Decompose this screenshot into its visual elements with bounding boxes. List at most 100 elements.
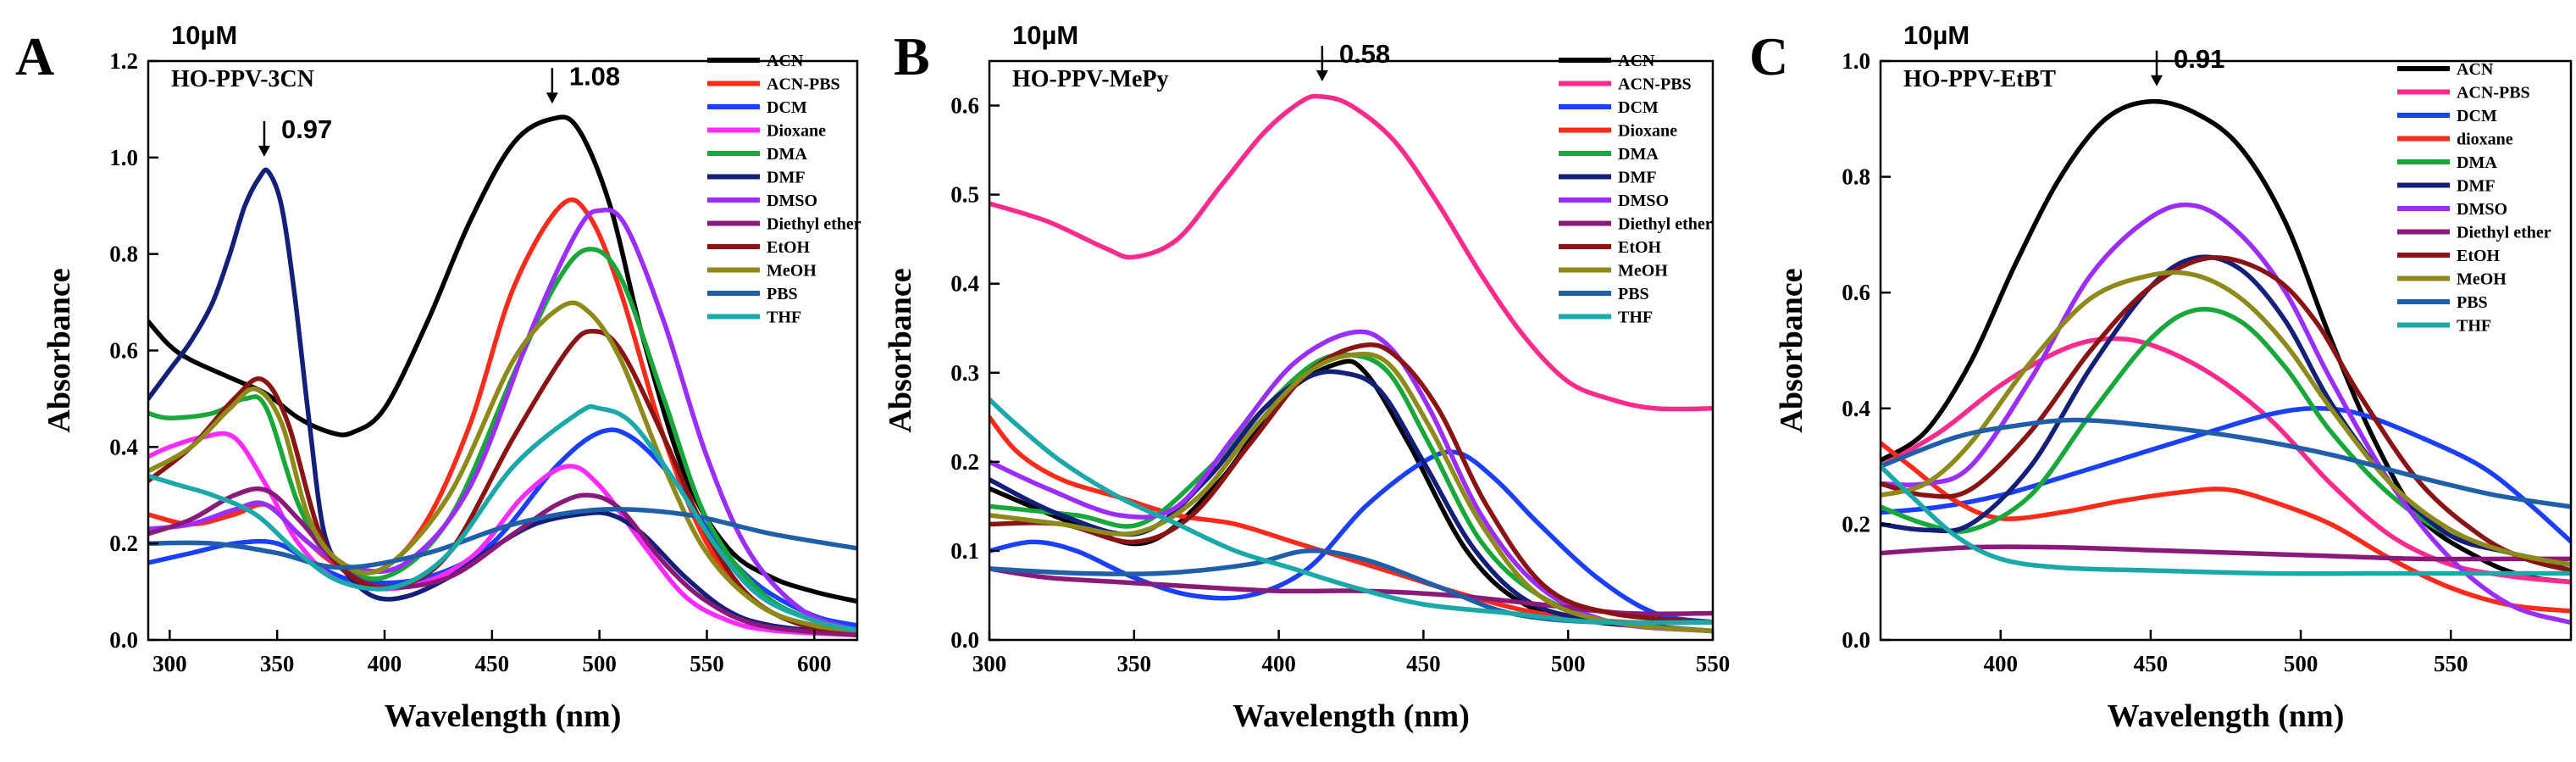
panel-b-series-line-etoh (989, 342, 1713, 625)
panel-b-legend-item: Dioxane (1559, 122, 1677, 141)
panel-a-legend-item: DMSO (707, 192, 817, 210)
panel-a-legend-item: MeOH (707, 262, 817, 281)
panel-c-x-tick-label: 550 (2434, 651, 2468, 676)
panel-a-peak-value-label: 0.97 (281, 114, 332, 144)
panel-b-legend-item: DMF (1559, 169, 1657, 187)
panel-b-x-tick-label: 550 (1696, 651, 1731, 676)
panel-a-y-axis-title: Absorbance (42, 268, 77, 432)
panel-a-y-tick-label: 0.4 (109, 434, 138, 459)
panel-c-legend-label: ACN-PBS (2457, 84, 2530, 103)
panel-c-legend-item: MeOH (2397, 270, 2507, 289)
panel-b-legend-label: MeOH (1618, 262, 1668, 281)
panel-b-series-group (989, 93, 1713, 634)
panel-b-y-tick-label: 0.6 (950, 93, 979, 119)
panel-c-peak-arrow-head (2151, 75, 2163, 86)
panel-c-series-line-pbs (1881, 417, 2571, 509)
panel-c-legend-item: Diethyl ether (2397, 224, 2551, 242)
panel-c-legend-label: dioxane (2457, 131, 2513, 149)
panel-a-x-tick-label: 600 (797, 651, 832, 676)
panel-a-legend-item: Dioxane (707, 122, 826, 141)
panel-a-series-line-thf (148, 403, 857, 633)
panel-a-y-tick-label: 0.2 (109, 531, 138, 556)
panel-a-legend-label: DMSO (767, 192, 817, 210)
panel-b-y-axis-title: Absorbance (883, 268, 918, 432)
panel-a-y-tick-label: 1.2 (109, 48, 138, 74)
panel-b-y-tick-label: 0.3 (950, 360, 979, 386)
panel-c-legend-label: DMSO (2457, 200, 2507, 219)
panel-b-legend-item: DMA (1559, 145, 1659, 164)
panel-c-legend-label: MeOH (2457, 270, 2507, 289)
panel-b-y-tick-label: 0.4 (950, 271, 979, 297)
panel-a-concentration-label: 10µM (171, 20, 237, 50)
panel-b-x-tick-label: 500 (1551, 651, 1586, 676)
panel-c-series-line-dmso (1881, 202, 2571, 626)
panel-c-series-line-acn (1881, 98, 2571, 585)
panel-c-series-line-diethyl-ether (1881, 544, 2571, 562)
panel-a-legend-label: ACN-PBS (767, 75, 840, 94)
panel-a-series-line-diethyl-ether (148, 486, 857, 638)
panel-b-legend-item: MeOH (1559, 262, 1668, 281)
panel-b-x-tick-label: 450 (1406, 651, 1441, 676)
panel-b-legend-item: Diethyl ether (1559, 215, 1713, 234)
panel-c-series-line-acn-pbs (1881, 336, 2571, 585)
panel-a-legend: ACN ACN-PBS DCM Dioxane DMA DMF DMSO Diethyl et… (707, 52, 861, 327)
panel-c-legend-label: DMF (2457, 177, 2496, 196)
panel-c-compound-label: HO-PPV-EtBT (1903, 66, 2056, 92)
panel-a-peak-arrow-head (546, 92, 558, 104)
panel-b-series-line-dioxane (989, 414, 1713, 626)
panel-b-compound-label: HO-PPV-MePy (1012, 66, 1169, 92)
panel-a-legend-item: DMA (707, 145, 807, 164)
panel-b-legend-label: THF (1618, 309, 1653, 327)
panel-a-peak-arrow-head (258, 145, 270, 157)
panel-c-letter: C (1749, 26, 1788, 86)
panel-c-legend-item: DMSO (2397, 200, 2507, 219)
panel-c-series-line-dioxane (1881, 441, 2571, 614)
panel-c-legend-item: DCM (2397, 107, 2497, 125)
panel-c-series-line-etoh (1881, 255, 2571, 573)
panel-b-legend-item: ACN-PBS (1559, 75, 1692, 94)
panel-b-x-tick-label: 300 (972, 651, 1007, 676)
panel-c-legend-label: PBS (2457, 293, 2488, 312)
panel-b-y-tick-label: 0.5 (950, 182, 979, 208)
panel-a-y-tick-label: 1.0 (109, 145, 138, 170)
panel-b-legend-label: Dioxane (1618, 122, 1677, 141)
panel-b-legend-item: DMSO (1559, 192, 1669, 210)
panel-a-legend-item: ACN-PBS (707, 75, 840, 94)
panel-a-y-tick-label: 0.6 (109, 338, 138, 364)
panel-c-peak-annotation: 0.91 (2151, 44, 2224, 86)
panel-b-letter: B (894, 26, 930, 86)
panel-b-legend: ACN ACN-PBS DCM Dioxane DMA DMF DMSO Diethyl et… (1559, 52, 1713, 327)
panel-c-legend-label: EtOH (2457, 247, 2501, 265)
panel-c-y-tick-label: 0.0 (1842, 627, 1870, 653)
panel-c-series-line-dcm (1881, 406, 2571, 544)
panel-b-peak-value-label: 0.58 (1339, 39, 1390, 69)
panel-b-y-tick-label: 0.2 (950, 449, 979, 475)
panel-a-series-line-meoh (148, 300, 857, 633)
panel-a-legend-label: PBS (767, 285, 798, 303)
panel-a-x-axis-title: Wavelength (nm) (385, 698, 622, 734)
panel-b-legend-item: THF (1559, 309, 1653, 327)
panel-c-x-tick-label: 500 (2284, 651, 2318, 676)
panel-c-legend: ACN ACN-PBS DCM dioxane DMA DMF DMSO Diethyl et… (2397, 60, 2551, 336)
panel-b-y-tick-label: 0.0 (950, 627, 979, 653)
panel-a-legend-item: EtOH (707, 238, 811, 257)
panel-c-legend-item: THF (2397, 317, 2491, 336)
panel-b-series-line-dcm (989, 449, 1713, 625)
panel-c-series-line-meoh (1881, 270, 2571, 567)
panel-a-legend-item: PBS (707, 285, 798, 303)
panel-a-compound-label: HO-PPV-3CN (171, 66, 314, 92)
panel-c-x-tick-label: 400 (1983, 651, 2018, 676)
panel-b-legend-label: DMF (1618, 169, 1657, 187)
panel-b-series-line-thf (989, 397, 1713, 626)
panel-a-legend-item: Diethyl ether (707, 215, 861, 234)
panel-a-y-tick-label: 0.8 (109, 242, 138, 267)
panel-c-legend-item: ACN-PBS (2397, 84, 2530, 103)
panel-a-legend-label: ACN (767, 52, 804, 70)
panel-a-peak-annotation: 0.97 (258, 114, 332, 157)
panel-b-legend-item: ACN (1559, 52, 1655, 70)
panel-b-y-tick-label: 0.1 (950, 538, 979, 564)
panel-c-plot-frame (1879, 59, 2573, 642)
panel-b-legend-label: ACN-PBS (1618, 75, 1692, 94)
panel-a-legend-label: MeOH (767, 262, 817, 281)
